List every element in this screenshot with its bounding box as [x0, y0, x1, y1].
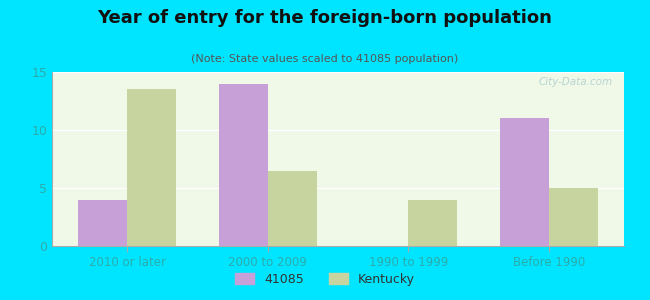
- Bar: [549, 188, 598, 246]
- Text: City-Data.com: City-Data.com: [538, 77, 612, 87]
- Legend: 41085, Kentucky: 41085, Kentucky: [230, 268, 420, 291]
- Text: Year of entry for the foreign-born population: Year of entry for the foreign-born popul…: [98, 9, 552, 27]
- Bar: [218, 84, 268, 246]
- Bar: [127, 89, 176, 246]
- Bar: [78, 200, 127, 246]
- Text: (Note: State values scaled to 41085 population): (Note: State values scaled to 41085 popu…: [191, 54, 459, 64]
- Bar: [500, 118, 549, 246]
- Bar: [408, 200, 458, 246]
- Bar: [268, 171, 317, 246]
